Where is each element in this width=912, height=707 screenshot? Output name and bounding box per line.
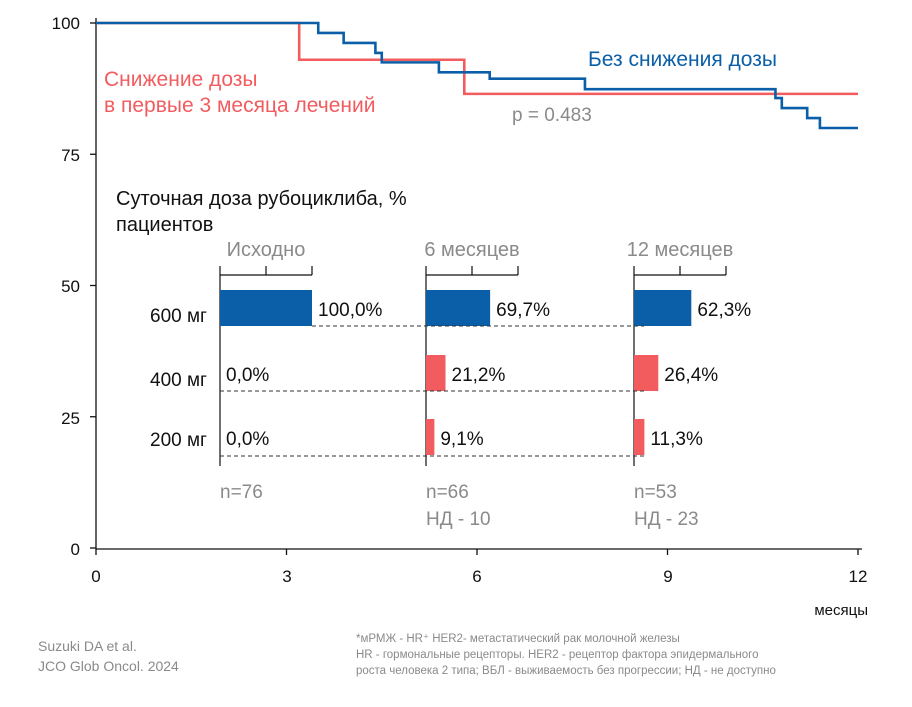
group-label: Исходно	[227, 239, 306, 261]
y-tick-label: 100	[52, 14, 80, 33]
legend-red-series-line2: в первые 3 месяца лечений	[104, 94, 375, 117]
bar-value-label: 69,7%	[496, 300, 550, 321]
y-tick-label: 0	[71, 540, 80, 559]
bar-value-label: 100,0%	[318, 300, 383, 321]
category-label: 200 мг	[150, 430, 207, 451]
y-tick-label: 25	[61, 409, 80, 428]
nd-label: НД - 23	[634, 509, 699, 530]
inset-title-line1: Суточная доза рубоциклиба, %	[116, 188, 407, 210]
x-tick-label: 6	[472, 567, 481, 586]
n-label: n=76	[220, 482, 263, 503]
category-label: 600 мг	[150, 306, 207, 327]
curve-no-reduction	[96, 21, 858, 130]
bar	[220, 290, 312, 326]
legend-red-series-line1: Снижение дозы	[104, 68, 257, 91]
bar	[634, 290, 692, 326]
bar	[426, 290, 491, 326]
footnote-line1: *мРМЖ - HR⁺ HER2- метастатический рак мо…	[356, 633, 680, 645]
bar-value-label: 62,3%	[697, 300, 751, 321]
nd-label: НД - 10	[426, 509, 491, 530]
y-tick-label: 75	[61, 146, 80, 165]
bar-value-label: 9,1%	[440, 429, 483, 450]
category-label: 400 мг	[150, 370, 207, 391]
bar-value-label: 21,2%	[452, 365, 506, 386]
x-tick-label: 12	[849, 567, 868, 586]
legend-blue-series: Без снижения дозы	[588, 48, 777, 71]
x-tick-label: 3	[282, 567, 291, 586]
p-value: p = 0.483	[512, 105, 592, 126]
bar-value-label: 11,3%	[650, 429, 703, 450]
inset-title-line2: пациентов	[116, 214, 213, 236]
bar	[634, 419, 645, 455]
bar-value-label: 26,4%	[664, 365, 718, 386]
bar-value-label: 0,0%	[226, 365, 269, 386]
x-tick-label: 9	[663, 567, 672, 586]
footnote-line3: роста человека 2 типа; ВБЛ - выживаемост…	[356, 665, 776, 677]
y-tick-label: 50	[61, 277, 80, 296]
group-label: 6 месяцев	[424, 239, 519, 261]
source-line2: JCO Glob Oncol. 2024	[38, 658, 179, 674]
n-label: n=66	[426, 482, 469, 503]
bar-value-label: 0,0%	[226, 429, 269, 450]
n-label: n=53	[634, 482, 677, 503]
footnote-line2: HR - гормональные рецепторы. HER2 - реце…	[356, 649, 759, 661]
bar	[426, 419, 435, 455]
source-line1: Suzuki DA et al.	[38, 638, 137, 654]
bar	[426, 355, 446, 391]
group-label: 12 месяцев	[627, 239, 733, 261]
x-axis-label: месяцы	[814, 602, 868, 619]
bar	[634, 355, 659, 391]
x-tick-label: 0	[91, 567, 100, 586]
